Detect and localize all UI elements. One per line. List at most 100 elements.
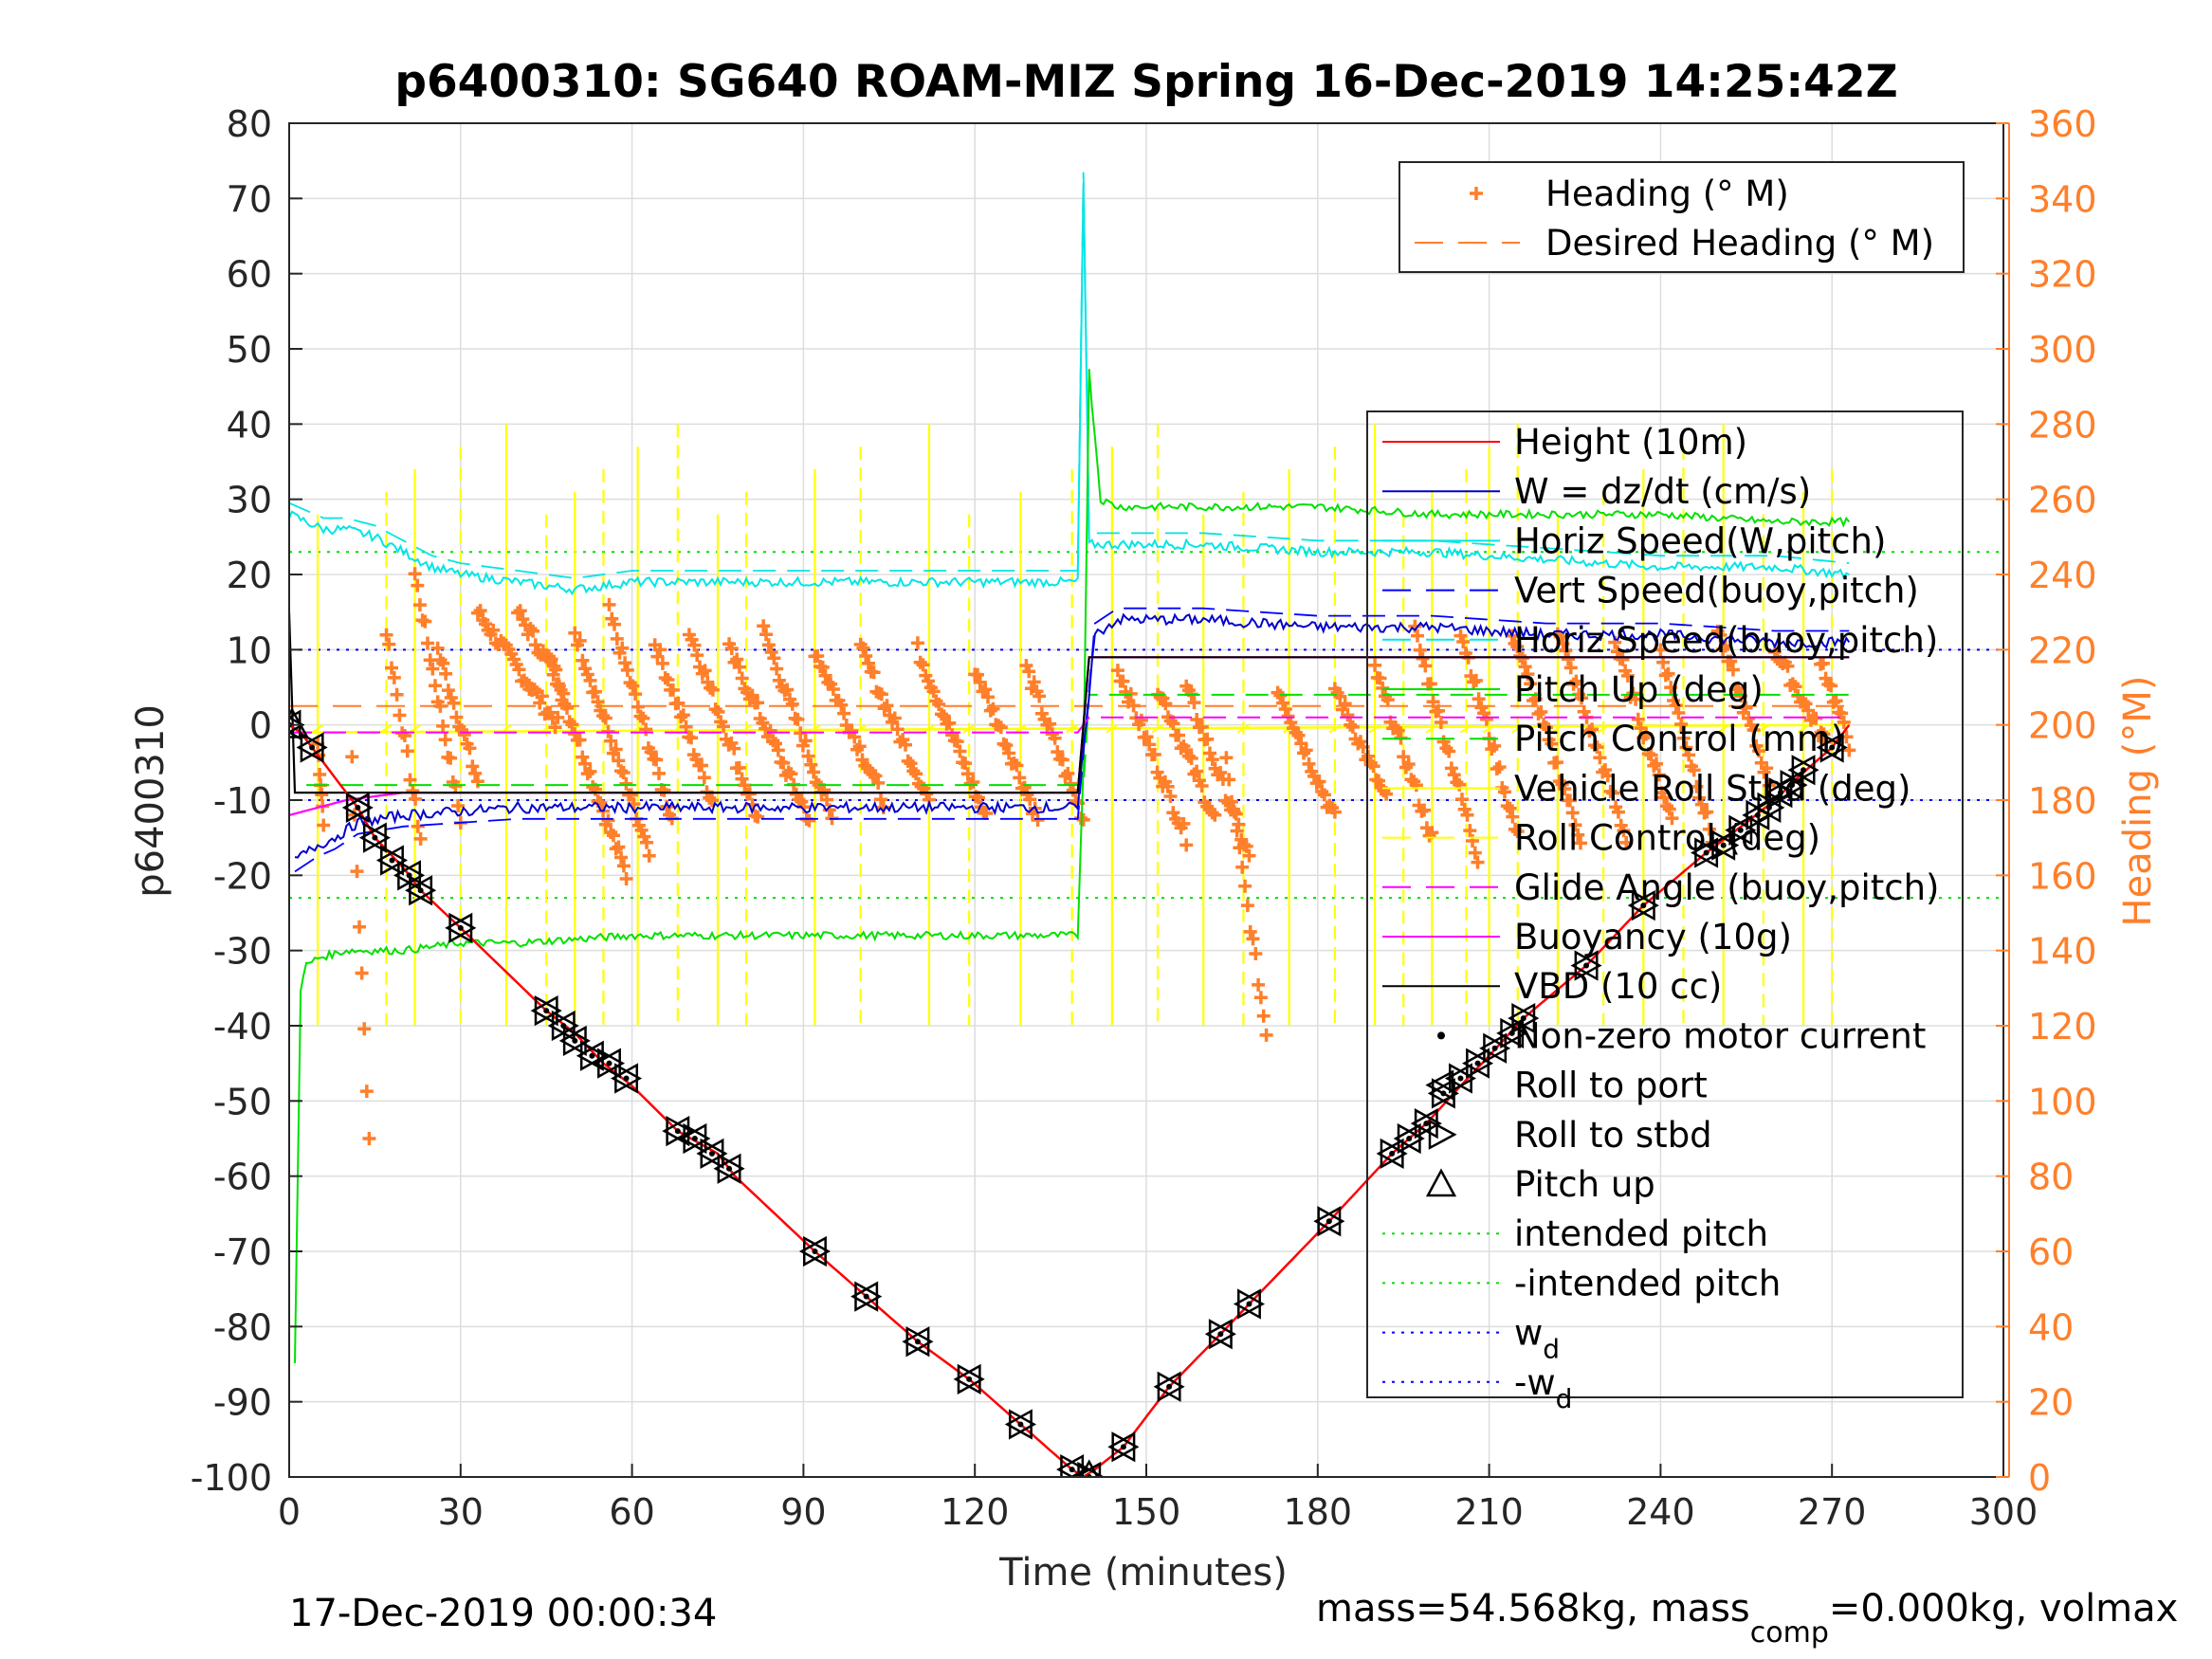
heading-marker [735, 671, 749, 685]
roll-port-marker [547, 1010, 576, 1042]
heading-marker [315, 788, 329, 802]
heading-marker [1442, 744, 1456, 758]
legend-label-text: W = dz/dt (cm/s) [1514, 471, 1811, 512]
heading-marker [385, 661, 398, 675]
heading-marker [1161, 779, 1175, 793]
vert-speed-buoy-line [294, 607, 1850, 873]
legend-label-text: Glide Angle (buoy,pitch) [1514, 867, 1939, 908]
heading-marker [1219, 751, 1234, 765]
roll-stbd-marker [614, 1063, 643, 1094]
y-tick-label: -70 [213, 1231, 272, 1273]
roll-port-marker [1708, 830, 1736, 861]
heading-marker [1184, 751, 1198, 765]
legend-label: Roll Control (deg) [1514, 818, 1820, 859]
motor-current-dot [417, 887, 424, 894]
heading-marker [1233, 841, 1247, 855]
heading-marker [615, 641, 630, 655]
roll-stbd-marker [289, 716, 305, 734]
heading-marker [631, 700, 645, 714]
heading-marker [1760, 761, 1774, 775]
heading-marker [1143, 738, 1157, 752]
heading-marker [1317, 788, 1331, 802]
roll-stbd-marker [1449, 1063, 1477, 1094]
motor-current-dot [863, 1293, 869, 1300]
roll-port-marker [1444, 1063, 1472, 1094]
roll-stbd-marker [1157, 1371, 1185, 1402]
legend-label: Glide Angle (buoy,pitch) [1514, 867, 1939, 908]
legend-label-sub: d [1556, 1383, 1573, 1414]
heading-marker [981, 690, 995, 704]
legend-heading-box [1398, 161, 1965, 273]
heading-marker [1500, 799, 1514, 813]
height-line [289, 723, 1851, 1477]
heading-marker [1166, 806, 1180, 820]
heading-marker [777, 756, 791, 770]
heading-marker [1842, 743, 1856, 757]
heading-marker [1281, 709, 1295, 723]
heading-marker [1002, 746, 1016, 760]
heading-marker [1785, 677, 1800, 691]
heading-marker [1835, 706, 1849, 720]
roll-tick [1328, 723, 1342, 734]
heading-marker [1033, 689, 1047, 703]
legend-label-text: Roll Control (deg) [1514, 818, 1820, 859]
pitch-control-line [306, 693, 1850, 787]
heading-marker [433, 699, 448, 713]
heading-marker [1752, 744, 1766, 758]
heading-marker [785, 697, 799, 711]
roll-stbd-marker [1631, 889, 1659, 921]
roll-port-marker [1204, 1319, 1233, 1350]
heading-marker [447, 696, 461, 710]
roll-port-marker [610, 1063, 639, 1094]
heading-marker [1023, 793, 1037, 807]
heading-marker [1674, 718, 1689, 731]
roll-stbd-marker [1414, 1108, 1442, 1139]
roll-port-marker [1570, 950, 1599, 981]
heading-marker [973, 675, 987, 689]
heading-marker [1205, 753, 1219, 767]
heading-marker [1687, 763, 1701, 777]
heading-marker [1010, 758, 1024, 773]
heading-marker [738, 778, 752, 793]
heading-marker [914, 779, 928, 793]
heading-marker [657, 783, 671, 797]
roll-port-marker [1427, 1078, 1455, 1109]
heading-marker [1534, 705, 1548, 719]
heading-marker [685, 731, 699, 745]
motor-current-dot [812, 1249, 818, 1254]
footer-mass: mass=54.568kg, masscomp=0.000kg, volmax [1316, 1587, 2178, 1650]
heading-marker [1401, 757, 1416, 772]
heading-marker [1682, 748, 1696, 762]
legend-dot [1437, 1031, 1445, 1040]
heading-marker [1444, 761, 1458, 775]
x-tick-label: 240 [1626, 1491, 1695, 1533]
heading-marker [661, 673, 675, 686]
heading-marker [867, 665, 881, 680]
heading-marker [1227, 805, 1241, 819]
heading-marker [1411, 629, 1424, 643]
heading-marker [772, 673, 786, 687]
heading-marker [1455, 793, 1469, 807]
heading-marker [826, 683, 840, 696]
footer-date: 17-Dec-2019 00:00:34 [289, 1592, 717, 1635]
heading-marker [913, 655, 927, 669]
heading-marker [1179, 838, 1194, 852]
heading-marker [602, 597, 616, 611]
heading-marker [660, 799, 674, 813]
heading-marker [1498, 785, 1511, 799]
heading-marker [633, 709, 648, 723]
heading-marker [1563, 661, 1578, 675]
heading-marker [612, 754, 626, 768]
x-tick-label: 270 [1798, 1491, 1867, 1533]
heading-marker [1669, 699, 1683, 713]
heading-marker [1380, 787, 1394, 801]
roll-port-marker [375, 845, 404, 876]
heading-marker [742, 787, 757, 801]
roll-port-marker [1107, 1431, 1136, 1463]
heading-marker [353, 920, 366, 934]
heading-marker [430, 641, 445, 655]
heading-marker [642, 848, 656, 863]
roll-port-marker [1410, 1108, 1438, 1139]
y-tick-label: 40 [227, 404, 272, 446]
legend-label: -intended pitch [1514, 1263, 1781, 1304]
